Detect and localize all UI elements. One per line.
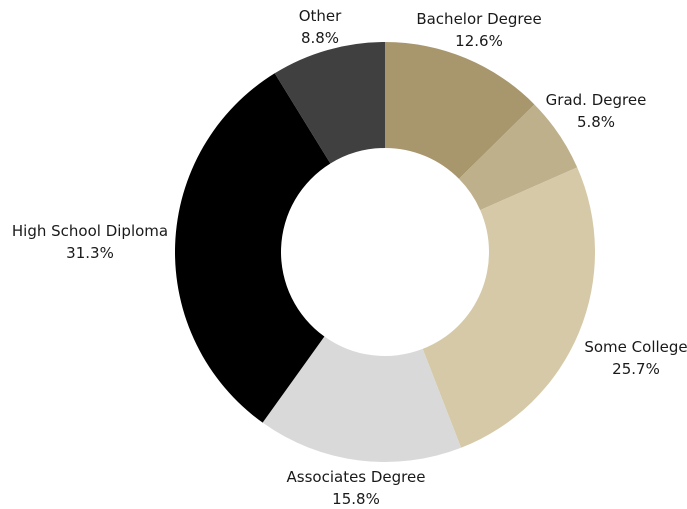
slice-label-some-college: Some College bbox=[584, 338, 687, 356]
slice-label-high-school-diploma: High School Diploma bbox=[12, 222, 168, 240]
slice-value-associates-degree: 15.8% bbox=[332, 490, 380, 508]
slice-value-grad-degree: 5.8% bbox=[577, 113, 615, 131]
donut-slice-some-college bbox=[422, 167, 595, 448]
donut-slice-bachelor-degree bbox=[385, 42, 535, 179]
slice-value-other: 8.8% bbox=[301, 29, 339, 47]
slice-value-high-school-diploma: 31.3% bbox=[66, 244, 114, 262]
donut-slice-associates-degree bbox=[262, 336, 462, 462]
slice-label-associates-degree: Associates Degree bbox=[287, 468, 426, 486]
slice-label-bachelor-degree: Bachelor Degree bbox=[416, 10, 541, 28]
slice-label-grad-degree: Grad. Degree bbox=[546, 91, 647, 109]
donut-slice-other bbox=[274, 42, 385, 164]
slice-label-other: Other bbox=[299, 7, 342, 25]
slice-value-some-college: 25.7% bbox=[612, 360, 660, 378]
donut-slice-high-school-diploma bbox=[175, 73, 331, 423]
donut-slice-grad-degree bbox=[458, 104, 578, 211]
slice-value-bachelor-degree: 12.6% bbox=[455, 32, 503, 50]
